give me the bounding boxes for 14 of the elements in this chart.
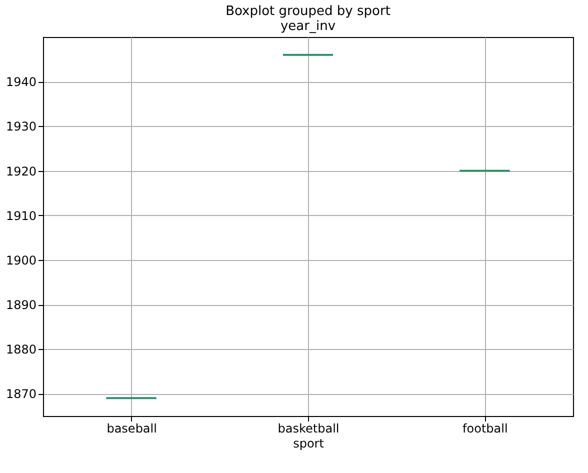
y-tick-label: 1900: [6, 253, 36, 268]
y-tick-label: 1880: [6, 342, 36, 357]
y-tick-label: 1870: [6, 387, 36, 402]
y-tick-label: 1890: [6, 298, 36, 312]
chart-subtitle: year_inv: [280, 19, 336, 34]
y-tick-label: 1910: [6, 208, 36, 223]
x-axis-title: sport: [293, 436, 324, 450]
y-tick-label: 1940: [6, 75, 36, 90]
y-tick-label: 1930: [6, 120, 36, 134]
chart-title: Boxplot grouped by sport: [226, 4, 390, 19]
x-tick-label: football: [462, 422, 508, 436]
y-tick-label: 1920: [6, 164, 36, 178]
x-tick-label: basketball: [278, 422, 340, 436]
x-tick-label: baseball: [106, 422, 157, 436]
